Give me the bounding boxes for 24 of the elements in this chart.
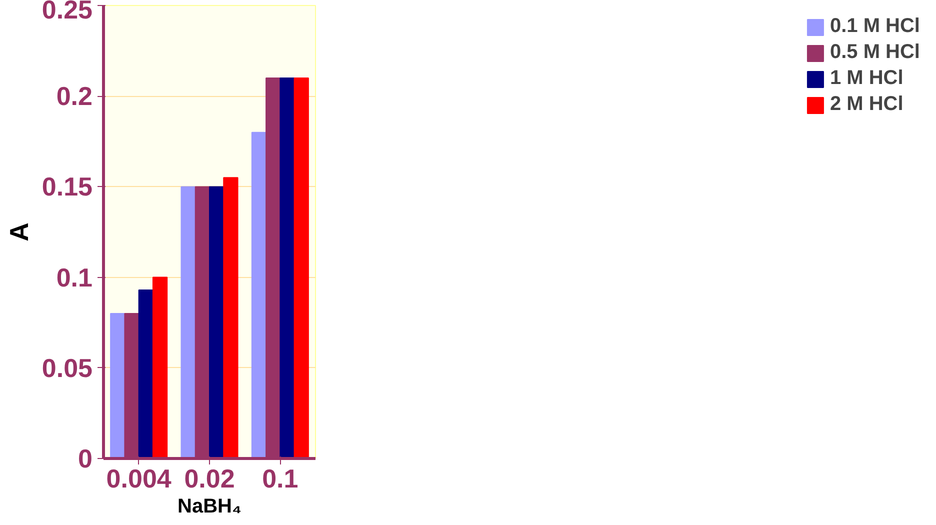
bar: [180, 186, 196, 458]
x-tick-label: 0.02: [184, 464, 235, 494]
legend-label: 0.1 M HCl: [830, 15, 920, 38]
legend-label: 0.5 M HCl: [830, 41, 920, 64]
x-axis-title: NaBH₄: [178, 496, 242, 518]
y-tick-label: 0.05: [42, 352, 93, 383]
x-tick-label: 0.1: [262, 464, 298, 494]
y-tick-label: 0.1: [56, 262, 93, 292]
y-tick-label: 0.15: [42, 172, 93, 202]
bar: [251, 132, 267, 458]
legend-label: 2 M HCl: [830, 93, 904, 116]
y-tick-label: 0: [78, 444, 93, 474]
x-tick-label: 0.004: [106, 464, 172, 494]
bar: [110, 313, 126, 458]
bar: [280, 77, 295, 458]
y-tick-label: 0.2: [56, 81, 93, 112]
bar: [138, 289, 154, 458]
bar: [294, 77, 309, 458]
bar: [152, 276, 168, 458]
y-tick-label: 0.25: [42, 0, 93, 24]
bar: [209, 186, 224, 458]
bar: [223, 177, 238, 458]
y-axis-title: A: [4, 222, 34, 242]
legend-label: 1 M HCl: [830, 67, 904, 90]
